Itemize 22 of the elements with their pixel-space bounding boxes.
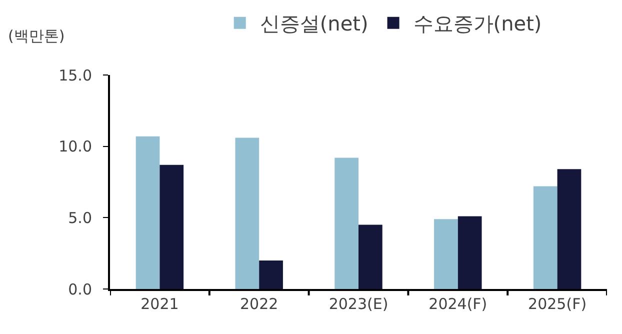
legend-label: 수요증가(net) — [413, 12, 542, 36]
bar — [533, 186, 558, 289]
y-tick-label: 15.0 — [58, 66, 92, 84]
bar — [160, 164, 184, 289]
y-tick-label: 10.0 — [58, 138, 92, 156]
y-tick-label: 5.0 — [68, 208, 92, 227]
bar — [458, 216, 482, 289]
x-tick-label: 2024(F) — [428, 295, 488, 313]
x-tick-label: 2025(F) — [528, 295, 587, 313]
bar — [136, 136, 160, 289]
bar — [334, 158, 358, 289]
bar — [358, 224, 382, 289]
bar — [259, 260, 283, 289]
x-tick-label: 2023(E) — [328, 295, 388, 313]
bar — [434, 219, 458, 289]
bar — [557, 169, 582, 289]
bar — [235, 138, 260, 289]
x-tick-label: 2022 — [240, 295, 278, 313]
y-axis-title: (백만톤) — [8, 27, 65, 45]
y-tick-label: 0.0 — [68, 280, 92, 298]
legend-label: 신증설(net) — [260, 12, 368, 36]
x-tick-label: 2021 — [140, 295, 179, 313]
